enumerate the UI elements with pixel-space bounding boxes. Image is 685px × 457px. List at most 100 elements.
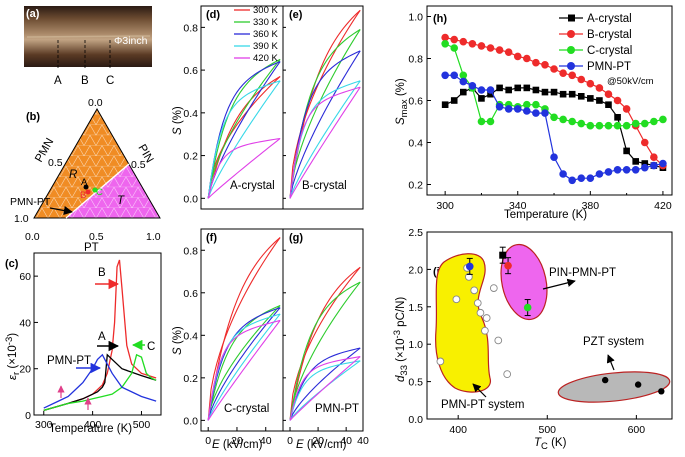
h-point [496, 84, 503, 92]
label-c: C [147, 341, 155, 353]
h-point [550, 88, 558, 96]
panel-d-name: A-crystal [230, 180, 275, 192]
h-point [541, 109, 549, 117]
label-pmn-pt: PMN-PT [47, 355, 91, 367]
h-ytick-0.6: 0.6 [408, 96, 423, 108]
pzt-point [658, 388, 665, 395]
bottom-tick-0: 0.0 [25, 231, 40, 243]
panel-de-ylabel: S (%) [172, 106, 184, 135]
h-point [559, 69, 567, 77]
i-C-crystal-point [523, 303, 532, 312]
pmn-pt-system-point [503, 370, 512, 378]
point-b-label: B [80, 190, 86, 201]
ternary-triangle [33, 108, 161, 219]
defg-ytick-2-0.4: 0.4 [183, 330, 198, 342]
h-ytick-1.0: 1.0 [408, 12, 423, 24]
pmn-pt-system-point [489, 284, 498, 292]
defg-xtick-2-20: 20 [231, 435, 243, 447]
defg-xtick-2-40: 40 [260, 435, 272, 447]
defg-xtick-3-20: 20 [312, 435, 324, 447]
loop-down-360 [207, 61, 281, 199]
h-point [577, 93, 585, 100]
pmn-pt-system-point [476, 308, 485, 317]
c-ytick-60: 60 [19, 271, 31, 283]
h-point [595, 84, 604, 92]
defg-xtick-2-0: 0 [205, 435, 211, 447]
h-point [622, 166, 631, 174]
loop-up-300 [289, 9, 361, 199]
h-point [568, 117, 576, 126]
pmn-pt-system-point [452, 295, 461, 304]
h-point [532, 109, 540, 117]
h-point [604, 121, 613, 130]
pmn-pt-system-point [470, 286, 479, 295]
corner-left: 1.0 [14, 213, 29, 225]
h-point [459, 37, 468, 46]
region-r-label: R [69, 169, 77, 181]
h-point [441, 101, 449, 108]
legend-420k: 420 K [253, 53, 278, 64]
i-ytick-0.5: 0.5 [408, 377, 423, 389]
h-point [631, 166, 640, 174]
loop-up-360 [289, 50, 361, 199]
panel-h: (h) Temperature (K) Smax (%) 300 340 380 42… [395, 5, 673, 221]
corner-top: 0.0 [88, 97, 103, 109]
h-point [513, 52, 522, 61]
defg-ytick-2-0.0: 0.0 [183, 415, 198, 427]
panel-b: (b) 0.0 1.0 1.0 0.5 0.5 0.0 0.5 PMN PIN … [10, 97, 161, 254]
h-point [640, 163, 649, 172]
loop-down-360 [207, 307, 281, 421]
loop-up-390 [207, 80, 281, 199]
h-point [468, 82, 477, 90]
h-point [459, 88, 467, 96]
axis-pt: PT [84, 242, 99, 254]
h-ytick-0.4: 0.4 [408, 138, 423, 150]
h-point [559, 90, 567, 98]
h-point [523, 100, 531, 109]
h-point [595, 170, 604, 178]
panel-g-name: PMN-PT [315, 403, 359, 415]
i-xtick-600: 600 [628, 424, 646, 436]
label-pzt-system: PZT system [583, 336, 644, 348]
h-point [586, 174, 595, 182]
i-ytick-1.0: 1.0 [408, 339, 423, 351]
h-point [532, 100, 540, 109]
h-xtick-340: 340 [509, 200, 527, 212]
h-point [650, 117, 658, 126]
panel-h-legend: A-crystal B-crystal C-crystal PMN-PT @50… [559, 13, 654, 87]
h-point [650, 161, 658, 170]
h-point [631, 119, 640, 128]
h-point [586, 121, 595, 130]
loop-up-300 [289, 266, 361, 421]
loop-up-360 [289, 347, 361, 421]
h-xtick-420: 420 [654, 200, 672, 212]
loop-up-300 [207, 237, 281, 421]
panel-a: (a) Φ3inch A B C [24, 6, 152, 87]
h-point [477, 42, 486, 50]
loop-down-420 [207, 138, 281, 199]
pmn-pt-system-point [482, 314, 491, 322]
panel-c-frame [33, 252, 162, 416]
h-point [640, 119, 649, 128]
pmn-pt-system-point [436, 357, 445, 366]
h-point [459, 77, 468, 86]
h-point [495, 46, 504, 54]
h-point [550, 153, 558, 161]
h-point [450, 97, 458, 104]
panel-f-xlabel: E (kV/cm) [212, 439, 263, 451]
panel-i-frame [426, 231, 673, 420]
panel-e-label: (e) [289, 9, 303, 21]
h-point [505, 86, 512, 94]
h-point [595, 121, 604, 130]
marker-b: B [81, 75, 89, 87]
i-B-crystal-point [504, 261, 512, 270]
h-point [604, 90, 613, 98]
pmn-pt-system-point [473, 299, 482, 307]
h-point [659, 115, 667, 124]
pzt-point [634, 381, 642, 388]
loop-down-360 [289, 50, 361, 199]
pmn-pt-system-point [494, 336, 503, 345]
h-point [613, 166, 622, 174]
